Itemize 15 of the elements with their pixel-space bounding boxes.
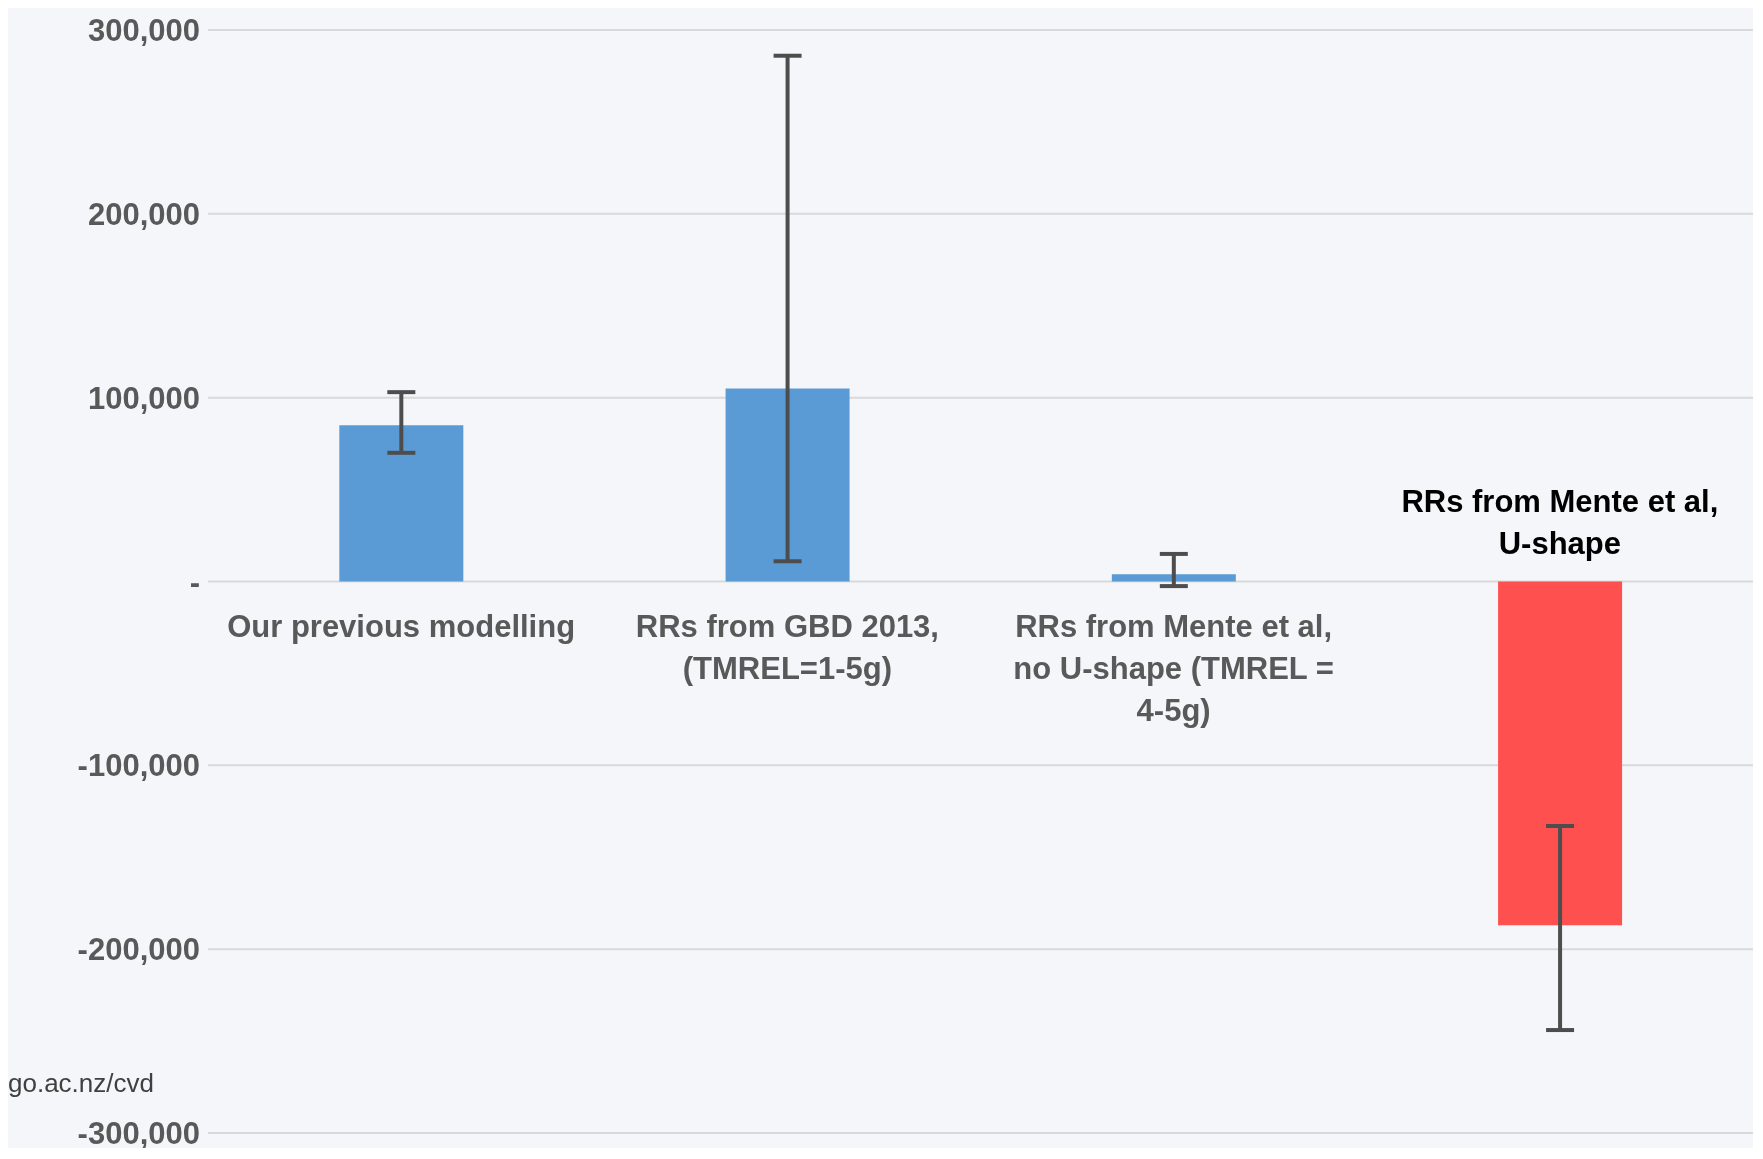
- x-tick-label: RRs from GBD 2013, (TMREL=1-5g): [635, 608, 939, 686]
- y-tick-label: 200,000: [87, 196, 200, 232]
- y-tick-label: 100,000: [87, 380, 200, 416]
- y-tick-label: -: [189, 564, 200, 600]
- y-tick-label: -200,000: [77, 932, 200, 968]
- y-tick-label: -300,000: [77, 1116, 200, 1152]
- bar: [339, 425, 464, 582]
- bar: [1498, 581, 1623, 926]
- x-tick-label: RRs from Mente et al, U-shape: [1401, 483, 1719, 561]
- y-tick-label: 300,000: [87, 13, 200, 49]
- x-tick-label: Our previous modelling: [227, 608, 576, 644]
- y-tick-label: -100,000: [77, 748, 200, 784]
- bar: [1111, 574, 1236, 582]
- x-tick-label: RRs from Mente et al, no U-shape (TMREL = 4-5g): [1013, 608, 1334, 728]
- text: go.ac.nz/cvd: [8, 1068, 154, 1099]
